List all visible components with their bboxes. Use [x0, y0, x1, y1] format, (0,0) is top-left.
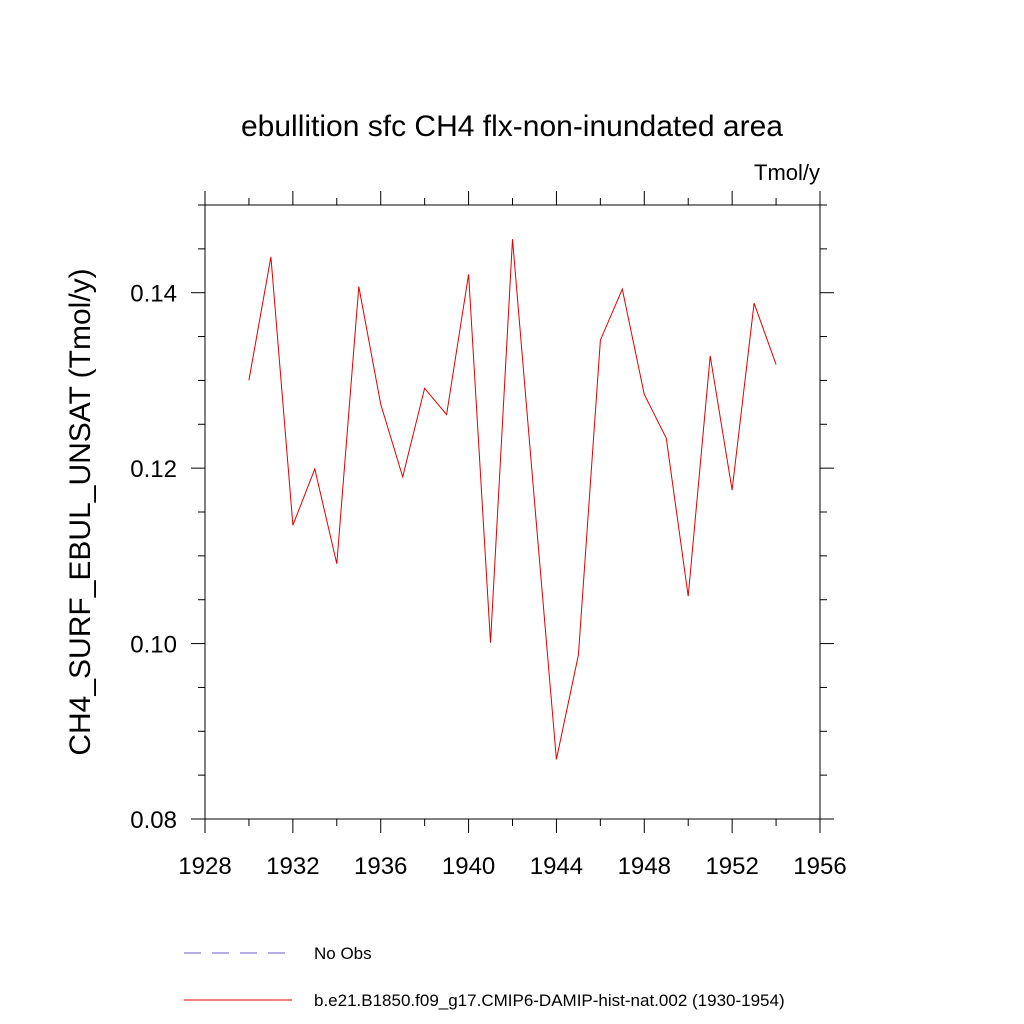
legend-label-hist-nat: b.e21.B1850.f09_g17.CMIP6-DAMIP-hist-nat… — [314, 991, 785, 1010]
series-point — [578, 654, 579, 655]
series-point — [732, 490, 733, 491]
y-axis-ticks — [191, 204, 834, 820]
series-line-hist-nat — [248, 239, 777, 760]
chart-title: ebullition sfc CH4 flx-non-inundated are… — [241, 110, 783, 143]
series-point — [358, 286, 359, 287]
x-tick-label: 1952 — [705, 853, 758, 880]
series-point — [490, 642, 491, 643]
series-point — [644, 394, 645, 395]
y-tick-label: 0.08 — [130, 807, 177, 834]
series-point — [688, 596, 689, 597]
series-point — [666, 438, 667, 439]
series-point — [314, 469, 315, 470]
series-point — [270, 256, 271, 257]
series-point — [534, 501, 535, 502]
series-point — [600, 340, 601, 341]
series-point — [336, 563, 337, 564]
series-point — [556, 759, 557, 760]
series-point — [622, 289, 623, 290]
x-tick-label: 1936 — [354, 853, 407, 880]
series-point — [776, 364, 777, 365]
y-tick-label: 0.10 — [130, 632, 177, 659]
series-point — [402, 476, 403, 477]
y-axis-label: CH4_SURF_EBUL_UNSAT (Tmol/y) — [64, 268, 97, 755]
series-point — [512, 239, 513, 240]
series-point — [248, 380, 249, 381]
x-axis-tick-labels: 1928 1932 1936 1940 1944 1948 1952 1956 — [178, 853, 846, 880]
y-tick-label: 0.12 — [130, 456, 177, 483]
y-axis-tick-labels: 0.08 0.10 0.12 0.14 — [130, 281, 177, 834]
x-tick-label: 1944 — [530, 853, 583, 880]
x-tick-label: 1956 — [793, 853, 846, 880]
series-point — [380, 404, 381, 405]
series-point — [710, 355, 711, 356]
y-tick-label: 0.14 — [130, 281, 177, 308]
legend-label-no-obs: No Obs — [314, 944, 372, 963]
x-axis-ticks — [204, 191, 821, 833]
series-point — [446, 414, 447, 415]
series-point — [754, 303, 755, 304]
plot-frame — [204, 204, 821, 820]
x-tick-label: 1940 — [442, 853, 495, 880]
series-point — [424, 388, 425, 389]
series-point — [468, 274, 469, 275]
x-tick-label: 1928 — [178, 853, 231, 880]
x-tick-label: 1948 — [618, 853, 671, 880]
series-point — [292, 525, 293, 526]
legend: No Obs b.e21.B1850.f09_g17.CMIP6-DAMIP-h… — [184, 944, 785, 1010]
units-label: Tmol/y — [754, 160, 820, 185]
x-tick-label: 1932 — [266, 853, 319, 880]
